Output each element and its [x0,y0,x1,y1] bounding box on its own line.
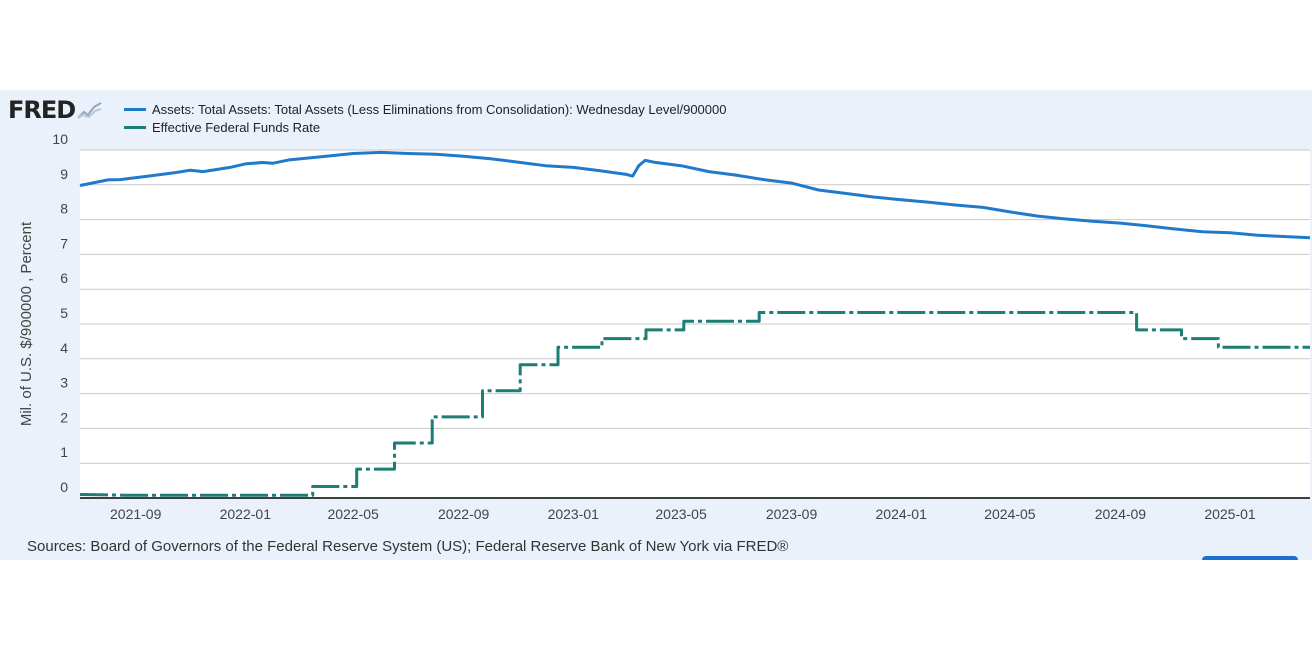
x-tick-label: 2024-01 [876,506,928,522]
y-tick-label: 1 [60,444,68,460]
x-tick-label: 2022-05 [327,506,379,522]
x-tick-label: 2024-09 [1095,506,1147,522]
line-chart[interactable]: 0 1 2 3 4 5 6 7 8 9 10 2021-09 2022-01 2022-05 2022-0… [0,130,1312,530]
x-tick-label: 2022-01 [220,506,272,522]
legend-label-effr: Effective Federal Funds Rate [152,119,321,135]
partial-button[interactable] [1202,556,1298,560]
series-group [79,150,1311,497]
y-axis-label: Mil. of U.S. $/900000 , Percent [18,221,35,426]
y-tick-label: 0 [60,479,68,495]
series-line-effr[interactable] [79,311,1310,497]
x-tick-label: 2023-09 [766,506,818,522]
legend-item-assets[interactable]: Assets: Total Assets: Total Assets (Less… [124,100,726,118]
legend-label-assets: Assets: Total Assets: Total Assets (Less… [152,101,727,117]
y-tick-label: 3 [60,375,68,391]
y-tick-labels: 0 1 2 3 4 5 6 7 8 9 10 [52,131,68,495]
y-tick-label: 8 [60,201,68,217]
y-tick-label: 7 [60,235,68,251]
x-tick-label: 2023-01 [548,506,600,522]
chart-legend: Assets: Total Assets: Total Assets (Less… [124,100,726,136]
y-tick-label: 4 [60,340,68,356]
series-line-assets[interactable] [79,150,1311,240]
sources-note: Sources: Board of Governors of the Feder… [27,538,789,555]
gridlines [80,149,1310,464]
fred-logo[interactable]: FRED [8,96,103,124]
y-tick-label: 9 [60,166,68,182]
y-tick-label: 2 [60,409,68,425]
fred-chart-icon [77,102,102,119]
y-tick-label: 5 [60,305,68,321]
x-tick-label: 2022-09 [438,506,490,522]
x-tick-label: 2023-05 [655,506,707,522]
y-tick-label: 6 [60,270,68,286]
x-tick-label: 2024-05 [984,506,1036,522]
legend-swatch-effr [124,125,146,129]
legend-item-effr[interactable]: Effective Federal Funds Rate [124,118,726,136]
x-tick-label: 2021-09 [110,506,162,522]
x-tick-label: 2025-01 [1204,506,1256,522]
fred-logo-text: FRED [8,96,76,124]
legend-swatch-assets [124,107,146,111]
x-tick-labels: 2021-09 2022-01 2022-05 2022-09 2023-01 2023-… [110,506,1256,522]
y-tick-label: 10 [52,131,68,147]
